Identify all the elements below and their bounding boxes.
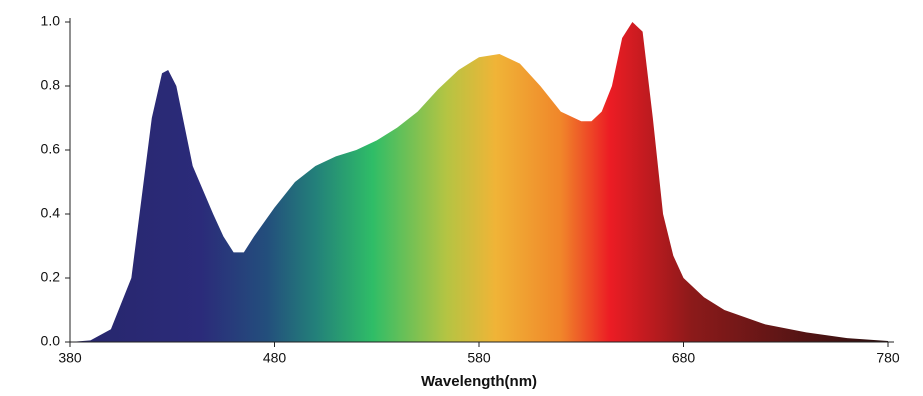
y-tick-label: 0.4 xyxy=(41,205,61,221)
x-axis-label: Wavelength(nm) xyxy=(421,373,537,390)
x-tick-label: 780 xyxy=(876,350,900,366)
spectrum-area xyxy=(70,22,888,342)
y-tick-label: 0.2 xyxy=(41,269,61,285)
y-tick-label: 0.0 xyxy=(41,333,61,349)
y-tick-label: 0.6 xyxy=(41,141,61,157)
x-tick-label: 680 xyxy=(672,350,696,366)
y-tick-label: 0.8 xyxy=(41,77,61,93)
x-tick-label: 380 xyxy=(58,350,82,366)
y-tick-label: 1.0 xyxy=(41,13,61,29)
x-tick-label: 480 xyxy=(263,350,287,366)
x-tick-label: 580 xyxy=(467,350,491,366)
